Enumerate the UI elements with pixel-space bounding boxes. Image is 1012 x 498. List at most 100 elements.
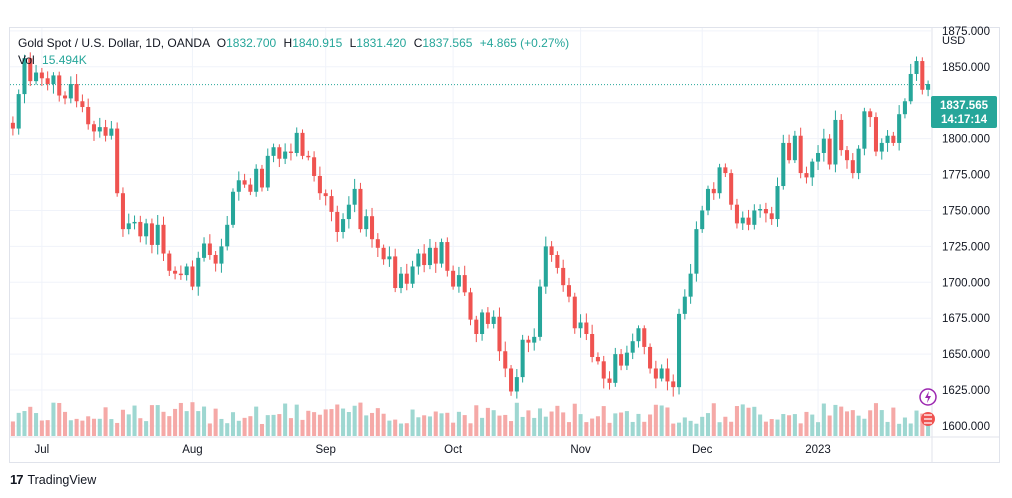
volume-bar: [769, 419, 774, 436]
candle-body: [225, 224, 230, 247]
candle-body: [207, 243, 212, 255]
candle-body: [103, 127, 108, 136]
candle-body: [22, 58, 27, 95]
candle-body: [584, 322, 589, 334]
candle-body: [213, 254, 218, 264]
candle-body: [265, 155, 270, 188]
candles: [10, 52, 931, 399]
volume-bar: [850, 410, 855, 436]
volume-bar: [398, 423, 404, 436]
volume-bar: [213, 408, 218, 436]
candle-body: [375, 239, 380, 248]
volume-bar: [271, 414, 276, 436]
volume-bar: [908, 423, 913, 436]
volume-bar: [485, 407, 490, 436]
time-tick-label: Dec: [692, 444, 713, 456]
candle-body: [80, 101, 85, 108]
volume-bar: [844, 411, 850, 436]
volume-bar: [86, 416, 91, 436]
volume-bar: [752, 406, 757, 436]
volume-bar: [665, 407, 670, 436]
volume-bar: [387, 420, 392, 436]
volume-bar: [775, 419, 780, 436]
volume-bar: [265, 415, 270, 436]
volume-bar: [462, 415, 467, 436]
candle-body: [468, 292, 473, 320]
candle-body: [341, 219, 346, 232]
candle-body: [283, 151, 288, 159]
candle-body: [659, 368, 664, 379]
candle-body: [132, 221, 137, 224]
volume-bar: [236, 420, 241, 436]
volume-bar: [839, 406, 844, 436]
volume-bar: [694, 423, 699, 436]
volume-bar: [885, 421, 890, 436]
volume-bar: [352, 405, 357, 436]
volume-bar: [138, 418, 143, 436]
tradingview-logo-icon: 17: [10, 472, 24, 487]
price-tick-label: 1625.000: [942, 385, 990, 397]
volume-bar: [207, 423, 212, 436]
candle-body: [138, 221, 143, 237]
candle-body: [873, 117, 878, 152]
volume-bar: [758, 414, 763, 436]
candle-body: [682, 296, 687, 314]
volume-bar: [126, 414, 131, 436]
volume-bar: [601, 406, 606, 436]
candle-body: [844, 150, 850, 161]
volume-bar: [445, 412, 450, 436]
branding[interactable]: 17 TradingView: [10, 472, 96, 487]
volume-bar: [161, 411, 166, 436]
candle-body: [792, 135, 797, 161]
volume-bar: [891, 407, 896, 436]
volume-bar: [578, 414, 583, 436]
change-value: +4.865 (+0.27%): [479, 36, 570, 50]
candle-body: [902, 101, 907, 115]
lightning-icon[interactable]: [919, 388, 937, 406]
candle-body: [497, 316, 502, 352]
candle-body: [920, 61, 925, 90]
volume-bar: [451, 422, 456, 436]
time-tick-label: Jul: [35, 444, 50, 456]
volume-bar: [97, 418, 102, 436]
candle-body: [294, 132, 299, 153]
candle-body: [358, 188, 363, 230]
candle-body: [520, 339, 525, 378]
volume-bar: [91, 418, 97, 436]
volume-bar: [294, 404, 299, 436]
candle-body: [810, 161, 815, 178]
candle-body: [549, 246, 554, 255]
volume-bar: [346, 412, 351, 436]
volume-bar: [225, 423, 230, 436]
candle-body: [781, 142, 786, 187]
volume-bars: [10, 402, 931, 436]
candle-body: [456, 275, 461, 287]
volume-bar: [144, 421, 149, 436]
volume-bar: [317, 414, 322, 436]
candle-body: [115, 128, 120, 194]
volume-bar: [393, 419, 398, 436]
candle-body: [485, 312, 490, 324]
time-axis: Jul Aug Sep Oct Nov Dec 2023: [35, 444, 831, 456]
candle-body: [821, 138, 826, 153]
volume-bar: [468, 423, 473, 436]
candle-body: [445, 242, 450, 271]
volume-bar: [497, 415, 502, 436]
volume-bar: [705, 413, 711, 436]
symbol-title[interactable]: Gold Spot / U.S. Dollar, 1D, OANDA: [18, 36, 210, 50]
candle-body: [16, 94, 21, 129]
candle-body: [178, 273, 183, 276]
volume-bar: [740, 404, 745, 436]
volume-bar: [456, 411, 461, 436]
candle-body: [219, 246, 224, 264]
volume-bar: [242, 417, 247, 436]
flag-icon[interactable]: [921, 412, 935, 426]
volume-bar: [45, 420, 50, 436]
candle-body: [86, 107, 91, 125]
vol-label: Vol: [18, 53, 35, 67]
candle-body: [827, 138, 832, 165]
candle-body: [422, 253, 427, 266]
candle-body: [10, 122, 15, 129]
candle-body: [335, 211, 340, 232]
